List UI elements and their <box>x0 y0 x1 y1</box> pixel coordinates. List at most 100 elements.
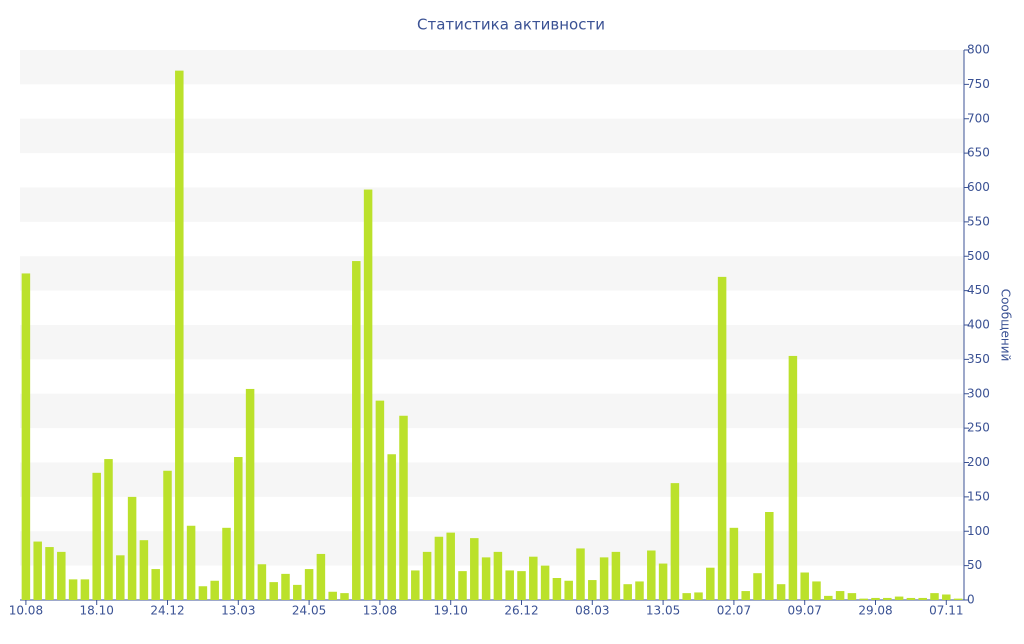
y-tick-label: 100 <box>967 524 990 538</box>
bar <box>340 593 349 600</box>
y-tick-label: 250 <box>967 421 990 435</box>
y-tick-label: 350 <box>967 352 990 366</box>
bar <box>647 550 656 600</box>
bar <box>352 261 361 600</box>
y-tick-label: 750 <box>967 77 990 91</box>
y-tick-label: 50 <box>967 558 982 572</box>
bar <box>588 580 597 600</box>
bar <box>175 70 184 600</box>
bar <box>611 551 621 600</box>
bar <box>517 571 526 600</box>
x-tick-label: 13.03 <box>221 604 255 618</box>
y-tick-label: 450 <box>967 283 990 297</box>
x-tick-label: 24.12 <box>150 604 184 618</box>
bar <box>706 567 715 600</box>
y-tick-label: 700 <box>967 111 990 125</box>
bar <box>458 571 467 600</box>
bar <box>894 596 904 600</box>
y-tick-label: 400 <box>967 318 990 332</box>
bar <box>316 553 326 600</box>
bar <box>186 525 196 600</box>
bar <box>328 591 337 600</box>
bar <box>505 570 514 600</box>
bar <box>918 597 927 600</box>
x-tick-label: 13.08 <box>363 604 397 618</box>
bar <box>599 557 609 600</box>
y-tick-label: 600 <box>967 180 990 194</box>
x-tick-label: 08.03 <box>575 604 609 618</box>
bar <box>470 538 479 600</box>
bar <box>930 593 939 600</box>
bar <box>257 564 267 600</box>
bar <box>564 580 573 600</box>
grid-band <box>20 187 964 222</box>
x-tick-label: 19.10 <box>434 604 468 618</box>
y-tick-label: 500 <box>967 249 990 263</box>
x-tick-label: 29.08 <box>858 604 892 618</box>
y-tick-label: 200 <box>967 455 990 469</box>
bar <box>363 189 373 600</box>
bar <box>139 540 149 600</box>
bar <box>835 591 845 600</box>
bar <box>942 594 951 600</box>
x-tick-label: 10.08 <box>9 604 43 618</box>
bar <box>493 551 503 600</box>
bar <box>776 584 786 600</box>
bar <box>293 584 302 600</box>
bar <box>576 548 585 600</box>
grid-band <box>20 462 964 497</box>
x-tick-label: 18.10 <box>80 604 114 618</box>
bar <box>245 388 255 600</box>
y-tick-label: 0 <box>967 593 975 607</box>
bar <box>788 355 798 600</box>
bar <box>92 472 101 600</box>
y-tick-label: 550 <box>967 214 990 228</box>
bar <box>540 565 550 600</box>
grid-band <box>20 118 964 154</box>
x-tick-label: 26.12 <box>504 604 538 618</box>
bar <box>765 512 774 600</box>
bar <box>953 598 963 600</box>
y-tick-label: 650 <box>967 146 990 160</box>
bar <box>847 593 857 600</box>
bar <box>281 573 290 600</box>
bar <box>824 595 833 600</box>
grid-band <box>20 531 964 566</box>
bar <box>741 591 750 600</box>
grid-band <box>20 256 964 291</box>
bar <box>623 584 632 600</box>
bar <box>635 581 644 600</box>
bar <box>552 578 562 600</box>
bar <box>883 597 892 600</box>
x-tick-label: 07.11 <box>929 604 963 618</box>
bar <box>717 276 727 600</box>
grid-band <box>20 325 964 360</box>
bar <box>57 551 66 600</box>
bar <box>446 532 455 600</box>
x-tick-label: 24.05 <box>292 604 326 618</box>
bar <box>422 551 432 600</box>
bar <box>234 457 243 600</box>
bar <box>434 536 444 600</box>
y-tick-label: 300 <box>967 386 990 400</box>
bar <box>682 593 691 600</box>
grid-band <box>20 393 964 429</box>
grid-band <box>20 50 964 85</box>
bar <box>729 527 739 600</box>
bar <box>151 569 160 600</box>
bar <box>529 556 538 600</box>
bar <box>753 573 762 600</box>
x-tick-label: 09.07 <box>788 604 822 618</box>
bar <box>387 454 396 600</box>
bar <box>68 579 78 600</box>
y-tick-label: 150 <box>967 489 990 503</box>
bar <box>871 597 880 600</box>
bar <box>21 273 31 600</box>
bar <box>33 541 42 600</box>
bar <box>80 579 90 600</box>
chart-title: Статистика активности <box>417 16 605 34</box>
bar <box>210 580 219 600</box>
x-tick-label: 02.07 <box>717 604 751 618</box>
y-tick-label: 800 <box>967 43 990 57</box>
